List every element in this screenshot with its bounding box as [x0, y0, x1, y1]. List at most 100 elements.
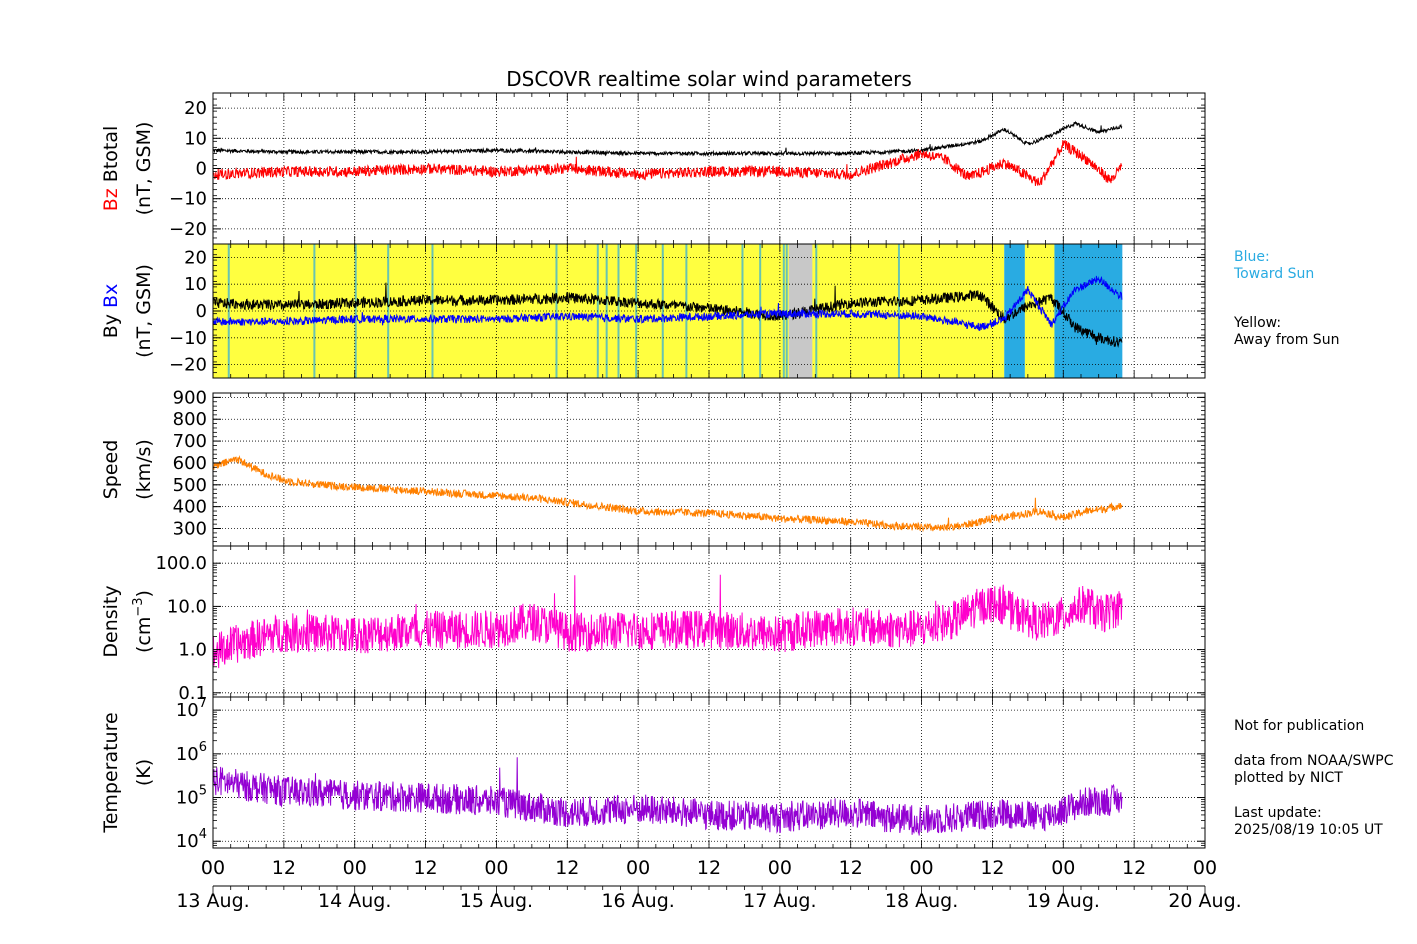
- y-label-units: (nT, GSM): [133, 122, 155, 216]
- xtick-label-10: 00: [909, 857, 933, 879]
- ytick-exponent-2: 6: [199, 740, 207, 755]
- ytick-label-2: 0: [196, 301, 207, 322]
- y-label-bx: Bx: [100, 284, 122, 308]
- y-label-name: Density: [100, 585, 122, 657]
- legend-blue-desc: Toward Sun: [1233, 266, 1314, 282]
- ytick-label-4: 20: [184, 247, 207, 268]
- y-label-name: Temperature: [100, 712, 122, 833]
- y-label-btotal: Btotal: [100, 126, 122, 182]
- y-axis-label: Bz Btotal (nT, GSM): [100, 122, 155, 216]
- series-density: [212, 574, 1123, 669]
- sector-stripe-1: [313, 244, 316, 378]
- xtick-label-9: 12: [839, 857, 863, 879]
- footer-notes: Not for publication data from NOAA/SWPC …: [1234, 718, 1394, 838]
- series-temperature: [212, 757, 1123, 836]
- y-label-unit-close: ): [133, 590, 155, 597]
- ytick-label-1: 105: [176, 784, 207, 809]
- y-label-unit-exp: −3: [131, 597, 146, 616]
- xtick-label-14: 00: [1193, 857, 1217, 879]
- ytick-label-1: −10: [169, 189, 207, 210]
- ytick-exponent-0: 4: [199, 827, 207, 842]
- last-update-value: 2025/08/19 10:05 UT: [1234, 822, 1383, 838]
- xtick-label-12: 00: [1051, 857, 1075, 879]
- xtick-label-6: 00: [626, 857, 650, 879]
- panel-density: 0.1 1.0 10.0 100.0 Density (cm−3): [100, 545, 1206, 704]
- ytick-label-0: −20: [169, 219, 207, 240]
- ytick-label-0: 300: [173, 519, 207, 540]
- ytick-label-1: 1.0: [178, 640, 207, 661]
- y-axis: 0.1 1.0 10.0 100.0: [155, 546, 1206, 704]
- gridlines: [213, 697, 1205, 848]
- y-label-bz: Bz: [100, 188, 122, 211]
- gridlines: [213, 244, 1205, 378]
- sector-stripe-3: [387, 244, 390, 378]
- ytick-label-0: 104: [176, 827, 207, 852]
- time-axis: 00 12 00 12 00 12 00 12 00 12 00 12 00 12 00 13 Aug. 14 …: [176, 857, 1241, 912]
- sector-stripe-13: [759, 244, 762, 378]
- ytick-label-2: 106: [176, 740, 207, 765]
- y-label-units: (km/s): [133, 439, 155, 500]
- sector-stripe-5: [555, 244, 558, 378]
- not-for-publication: Not for publication: [1234, 718, 1364, 734]
- panel-temperature: 104 105 106 107 Temperature (K): [100, 696, 1206, 852]
- ytick-exponent-3: 7: [199, 696, 207, 711]
- legend-yellow-title: Yellow:: [1233, 315, 1281, 331]
- ytick-label-4: 700: [173, 431, 207, 452]
- date-label-4: 17 Aug.: [743, 890, 816, 912]
- ytick-label-2: 500: [173, 475, 207, 496]
- y-label-units: (nT, GSM): [133, 264, 155, 358]
- panel-bxby: −20 −10 0 10 20 By Bx (nT, GSM): [100, 243, 1206, 379]
- legend-yellow-desc: Away from Sun: [1234, 332, 1339, 348]
- series-by: [212, 282, 1123, 348]
- ytick-label-6: 900: [173, 387, 207, 408]
- y-label-units: (cm−3): [131, 590, 155, 653]
- legend-blue-title: Blue:: [1234, 249, 1270, 265]
- y-label-line1: By Bx: [100, 284, 122, 339]
- series-speed: [212, 454, 1123, 533]
- panels: −20 −10 0 10 20 Bz Btotal (nT, GSM) −20 −10 0 10 20…: [100, 92, 1206, 852]
- date-label-5: 18 Aug.: [885, 890, 958, 912]
- xtick-label-11: 12: [980, 857, 1004, 879]
- y-axis: 104 105 106 107: [176, 696, 1206, 852]
- ytick-label-3: 600: [173, 453, 207, 474]
- xtick-label-4: 00: [484, 857, 508, 879]
- xtick-label-13: 12: [1122, 857, 1146, 879]
- ytick-label-2: 0: [196, 159, 207, 180]
- y-label-by: By: [100, 314, 122, 338]
- date-label-3: 16 Aug.: [601, 890, 674, 912]
- date-label-0: 13 Aug.: [176, 890, 249, 912]
- ytick-label-3: 107: [176, 696, 207, 721]
- y-axis-label: Speed (km/s): [100, 439, 155, 500]
- ytick-label-1: −10: [169, 328, 207, 349]
- date-label-2: 15 Aug.: [460, 890, 533, 912]
- series-bz: [212, 140, 1123, 186]
- xtick-label-5: 12: [555, 857, 579, 879]
- y-axis: −20 −10 0 10 20: [169, 92, 1206, 245]
- xtick-label-8: 00: [768, 857, 792, 879]
- ytick-label-0: 0.1: [178, 683, 207, 704]
- sector-gap-4: [788, 244, 813, 378]
- y-axis: −20 −10 0 10 20: [169, 243, 1206, 379]
- date-label-1: 14 Aug.: [318, 890, 391, 912]
- y-label-name: Speed: [100, 440, 122, 500]
- ytick-label-3: 10: [184, 274, 207, 295]
- date-label-6: 19 Aug.: [1027, 890, 1100, 912]
- sector-legend: Blue: Toward Sun Yellow: Away from Sun: [1233, 249, 1339, 348]
- panel-frame: [212, 392, 1206, 547]
- sector-stripe-12: [741, 244, 744, 378]
- y-axis-label: Density (cm−3): [100, 585, 155, 657]
- plotted-by: plotted by NICT: [1234, 770, 1343, 786]
- xtick-label-1: 12: [272, 857, 296, 879]
- sector-stripe-17: [897, 244, 900, 378]
- ytick-label-2: 10.0: [167, 596, 207, 617]
- panel-magnetic: −20 −10 0 10 20 Bz Btotal (nT, GSM): [100, 92, 1206, 245]
- ytick-label-4: 20: [184, 98, 207, 119]
- gridlines: [213, 393, 1205, 546]
- xtick-label-3: 12: [413, 857, 437, 879]
- sector-stripe-10: [661, 244, 664, 378]
- ytick-label-1: 400: [173, 497, 207, 518]
- y-label-units: (K): [133, 759, 155, 786]
- last-update-label: Last update:: [1234, 805, 1322, 821]
- sector-toward-3: [1054, 244, 1123, 378]
